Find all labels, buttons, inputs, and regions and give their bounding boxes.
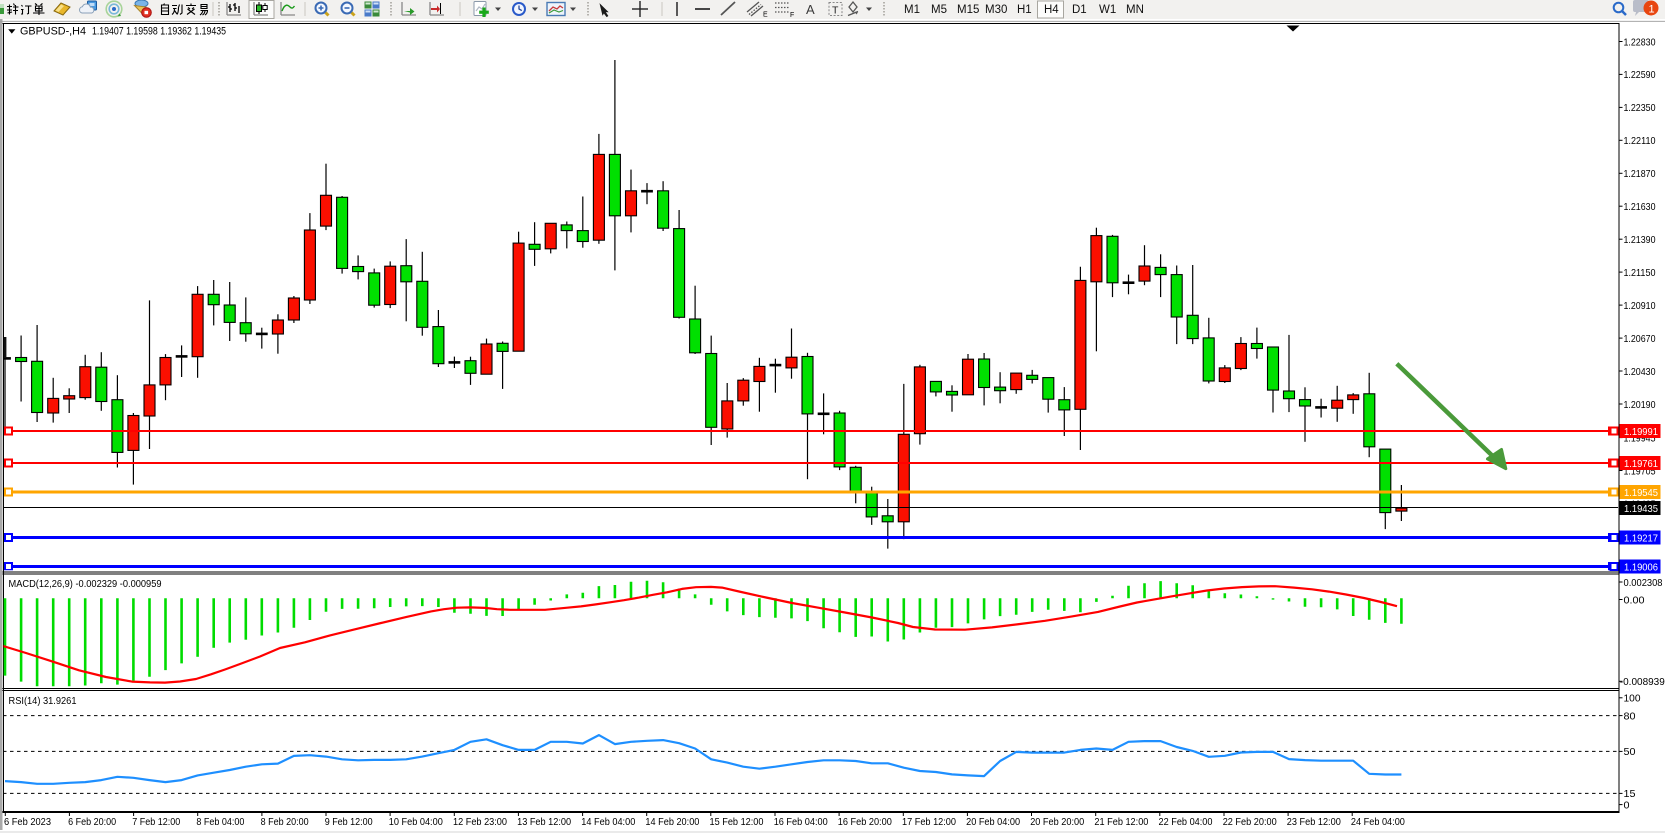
svg-text:9 Feb 12:00: 9 Feb 12:00 bbox=[325, 816, 373, 828]
svg-text:24 Feb 04:00: 24 Feb 04:00 bbox=[1351, 816, 1405, 828]
svg-text:22 Feb 04:00: 22 Feb 04:00 bbox=[1159, 816, 1213, 828]
svg-text:7 Feb 12:00: 7 Feb 12:00 bbox=[132, 816, 180, 828]
svg-text:M30: M30 bbox=[985, 4, 1007, 16]
svg-text:M5: M5 bbox=[931, 4, 947, 16]
svg-text:RSI(14) 31.9261: RSI(14) 31.9261 bbox=[9, 695, 77, 707]
svg-text:F: F bbox=[790, 12, 794, 19]
svg-text:1.22350: 1.22350 bbox=[1624, 102, 1656, 114]
svg-text:E: E bbox=[763, 12, 768, 19]
svg-text:6 Feb 2023: 6 Feb 2023 bbox=[4, 816, 51, 828]
svg-text:M1: M1 bbox=[904, 4, 920, 16]
svg-text:0: 0 bbox=[1624, 799, 1630, 811]
svg-text:23 Feb 12:00: 23 Feb 12:00 bbox=[1287, 816, 1341, 828]
svg-text:1.19407 1.19598 1.19362 1.1943: 1.19407 1.19598 1.19362 1.19435 bbox=[92, 25, 226, 37]
svg-text:12 Feb 23:00: 12 Feb 23:00 bbox=[453, 816, 507, 828]
svg-text:14 Feb 04:00: 14 Feb 04:00 bbox=[581, 816, 635, 828]
svg-text:14 Feb 20:00: 14 Feb 20:00 bbox=[645, 816, 699, 828]
svg-text:GBPUSD-,H4: GBPUSD-,H4 bbox=[20, 25, 86, 37]
svg-text:20 Feb 20:00: 20 Feb 20:00 bbox=[1030, 816, 1084, 828]
svg-text:1.22110: 1.22110 bbox=[1624, 135, 1656, 147]
svg-text:-0.008939: -0.008939 bbox=[1620, 676, 1665, 688]
svg-text:17 Feb 12:00: 17 Feb 12:00 bbox=[902, 816, 956, 828]
svg-text:1.21870: 1.21870 bbox=[1624, 168, 1656, 180]
svg-text:16 Feb 04:00: 16 Feb 04:00 bbox=[774, 816, 828, 828]
svg-text:1.19006: 1.19006 bbox=[1624, 561, 1658, 573]
svg-text:MACD(12,26,9) -0.002329 -0.000: MACD(12,26,9) -0.002329 -0.000959 bbox=[9, 578, 162, 590]
svg-text:8 Feb 04:00: 8 Feb 04:00 bbox=[196, 816, 244, 828]
svg-text:1.19991: 1.19991 bbox=[1624, 426, 1658, 438]
svg-text:1.21390: 1.21390 bbox=[1624, 234, 1656, 246]
svg-text:H4: H4 bbox=[1044, 4, 1059, 16]
svg-text:100: 100 bbox=[1624, 693, 1641, 705]
svg-text:1.19435: 1.19435 bbox=[1624, 503, 1658, 515]
svg-text:A: A bbox=[806, 2, 815, 17]
svg-text:1.22830: 1.22830 bbox=[1624, 36, 1656, 48]
svg-text:D1: D1 bbox=[1072, 4, 1087, 16]
svg-text:1: 1 bbox=[1649, 4, 1655, 16]
svg-text:W1: W1 bbox=[1099, 4, 1116, 16]
svg-text:1.20430: 1.20430 bbox=[1624, 366, 1656, 378]
svg-text:21 Feb 12:00: 21 Feb 12:00 bbox=[1094, 816, 1148, 828]
svg-text:16 Feb 20:00: 16 Feb 20:00 bbox=[838, 816, 892, 828]
svg-text:T: T bbox=[832, 5, 839, 17]
svg-text:M15: M15 bbox=[957, 4, 979, 16]
svg-text:H1: H1 bbox=[1017, 4, 1032, 16]
svg-text:13 Feb 12:00: 13 Feb 12:00 bbox=[517, 816, 571, 828]
svg-text:1.22590: 1.22590 bbox=[1624, 69, 1656, 81]
svg-text:1.20190: 1.20190 bbox=[1624, 399, 1656, 411]
svg-text:10 Feb 04:00: 10 Feb 04:00 bbox=[389, 816, 443, 828]
svg-text:1.19217: 1.19217 bbox=[1624, 532, 1658, 544]
svg-text:80: 80 bbox=[1624, 710, 1636, 722]
svg-text:1.19761: 1.19761 bbox=[1624, 458, 1658, 470]
svg-text:0.002308: 0.002308 bbox=[1624, 577, 1663, 589]
svg-text:15 Feb 12:00: 15 Feb 12:00 bbox=[710, 816, 764, 828]
svg-text:0.00: 0.00 bbox=[1624, 594, 1645, 606]
svg-text:1.19545: 1.19545 bbox=[1624, 487, 1658, 499]
svg-text:50: 50 bbox=[1624, 746, 1636, 758]
svg-text:1.21150: 1.21150 bbox=[1624, 267, 1656, 279]
svg-text:6 Feb 20:00: 6 Feb 20:00 bbox=[68, 816, 116, 828]
svg-text:20 Feb 04:00: 20 Feb 04:00 bbox=[966, 816, 1020, 828]
svg-text:8 Feb 20:00: 8 Feb 20:00 bbox=[261, 816, 309, 828]
svg-text:MN: MN bbox=[1126, 4, 1144, 16]
svg-text:22 Feb 20:00: 22 Feb 20:00 bbox=[1223, 816, 1277, 828]
svg-text:1.20910: 1.20910 bbox=[1624, 300, 1656, 312]
svg-text:15: 15 bbox=[1624, 788, 1636, 800]
svg-text:1.20670: 1.20670 bbox=[1624, 333, 1656, 345]
svg-text:1.21630: 1.21630 bbox=[1624, 201, 1656, 213]
